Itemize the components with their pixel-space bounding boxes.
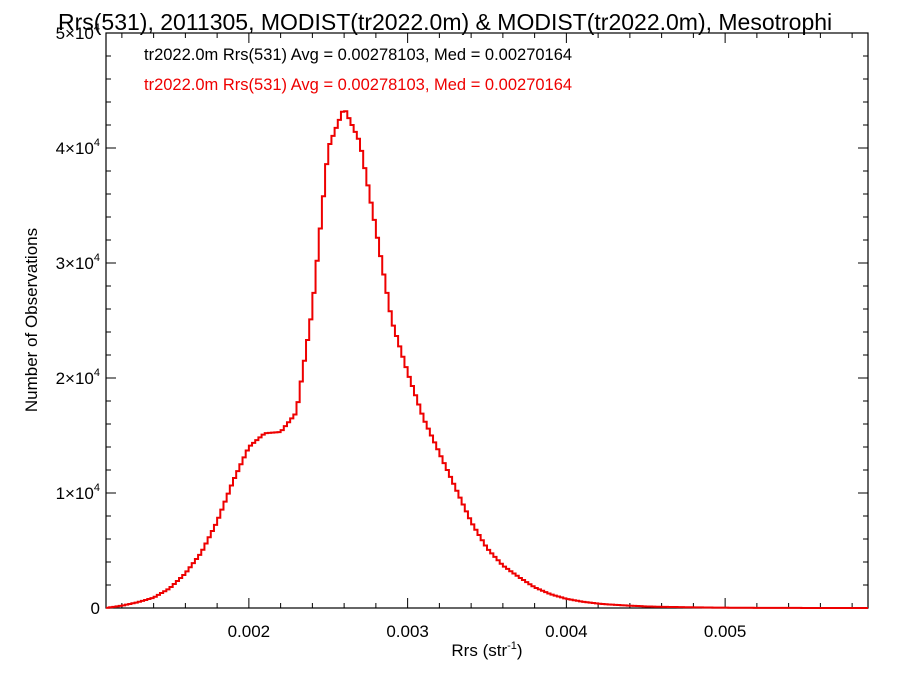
x-tick-label: 0.002 [228, 622, 271, 641]
plot-border [105, 32, 869, 609]
x-axis-label-superscript: -1 [507, 640, 517, 652]
y-tick-label: 0 [91, 599, 100, 618]
y-tick-label: 5×104 [56, 22, 100, 43]
x-tick-label: 0.003 [386, 622, 429, 641]
y-tick-label: 2×104 [56, 367, 100, 388]
plot-frame [105, 32, 869, 609]
y-tick-label: 4×104 [56, 137, 100, 158]
x-tick-label: 0.005 [704, 622, 747, 641]
y-axis: 0 1×104 2×104 3×104 4×104 5×104 [56, 22, 868, 618]
series-line-0 [106, 110, 868, 609]
legend-entry-0: tr2022.0m Rrs(531) Avg = 0.00278103, Med… [144, 46, 572, 64]
y-tick-label: 1×104 [56, 482, 100, 503]
legend-entry-1: tr2022.0m Rrs(531) Avg = 0.00278103, Med… [144, 76, 572, 94]
legend: tr2022.0m Rrs(531) Avg = 0.00278103, Med… [144, 46, 572, 94]
y-axis-label: Number of Observations [22, 228, 41, 412]
x-axis-label: Rrs (str-1) [451, 640, 522, 660]
series-layer [106, 110, 868, 609]
x-tick-label: 0.004 [545, 622, 588, 641]
y-tick-label: 3×104 [56, 252, 100, 273]
chart-title: Rrs(531), 2011305, MODIST(tr2022.0m) & M… [58, 9, 832, 35]
x-axis: 0.002 0.003 0.004 0.005 [121, 33, 853, 641]
x-axis-label-text: Rrs (str [451, 641, 507, 660]
x-axis-label-suffix: ) [517, 641, 523, 660]
